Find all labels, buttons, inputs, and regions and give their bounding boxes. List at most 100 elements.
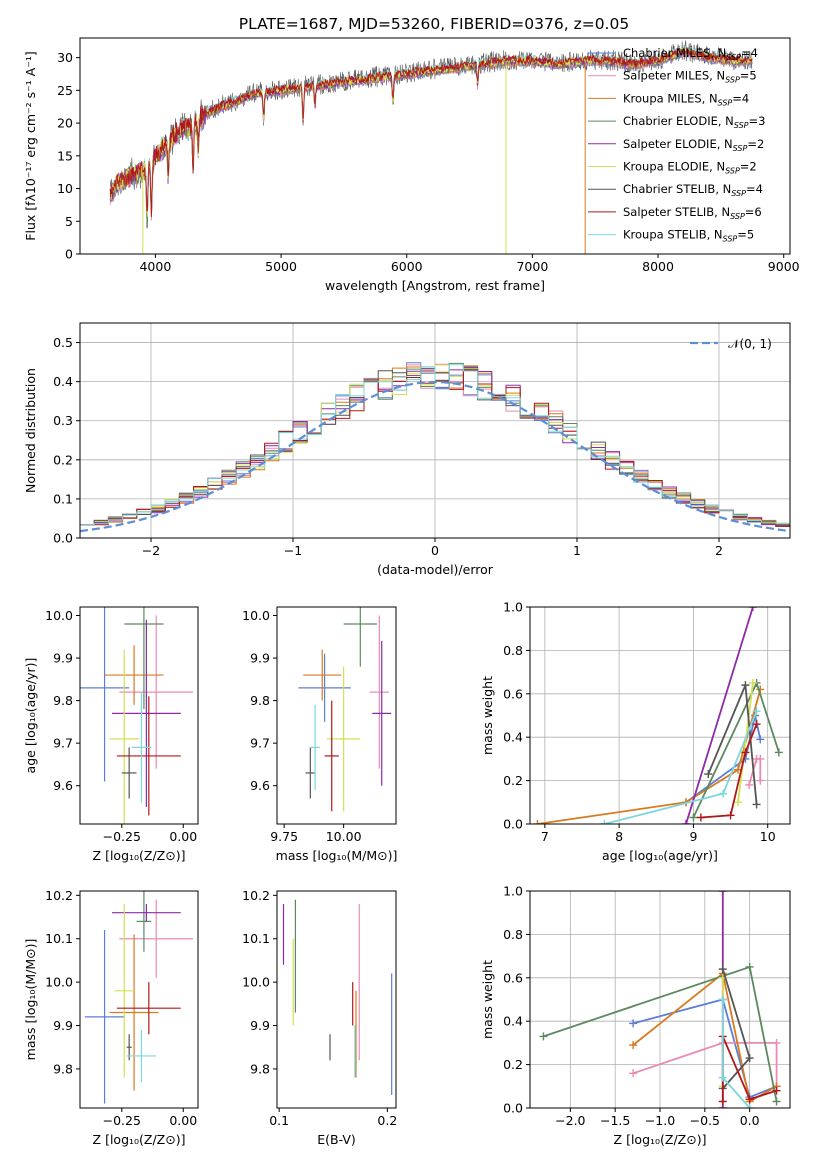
plot-area: [298, 607, 392, 812]
weight-marker: [629, 1041, 638, 1050]
weight-marker: [774, 748, 783, 757]
legend-count: =4: [741, 46, 758, 60]
ticks: 9.75 10.00 9.6 9.7 9.8 9.9 10.0: [242, 608, 361, 844]
legend-subscript: SSP: [731, 189, 746, 198]
weight-vs-metallicity-panel: Z [log₁₀(Z/Z⊙)] mass weight −2.0 −1.5 −1.0 −0…: [480, 884, 791, 1147]
x-tick-label: −1.0: [645, 1113, 675, 1128]
weight-marker: [745, 1095, 754, 1104]
weight-marker: [734, 798, 742, 807]
weight-marker: [696, 813, 705, 822]
error-bar-chabrier-elodie: [343, 607, 377, 667]
x-tick-label: 0.00: [169, 1113, 197, 1128]
legend-label: Chabrier STELIB, NSSP=4: [623, 182, 763, 198]
error-bar-chabrier-miles: [298, 653, 351, 722]
x-axis-label: E(B-V): [317, 1132, 356, 1147]
weight-line-chabrier-stelib: [704, 681, 761, 809]
x-tick-label: 7000: [516, 259, 548, 274]
legend-label: Salpeter ELODIE, NSSP=2: [623, 137, 764, 153]
legend: 𝒩(0, 1): [690, 337, 772, 351]
weight-marker: [752, 720, 761, 729]
error-bar-kroupa-stelib: [310, 704, 320, 790]
weight-line-kroupa-miles: [533, 685, 765, 824]
plot-area: [539, 891, 781, 1108]
weight-vs-age-panel: age [log₁₀(age/yr)] mass weight 7 8 9 10 0.0 0.…: [480, 600, 791, 863]
mass-vs-metallicity-panel: Z [log₁₀(Z/Z⊙)] mass [log₁₀(M/M⊙)] −0.25 0.…: [23, 888, 199, 1147]
error-bar-kroupa-elodie: [326, 666, 361, 812]
y-tick-label: 0: [65, 247, 73, 262]
weight-path: [737, 682, 754, 803]
weight-line-chabrier-stelib: [718, 965, 754, 1093]
weight-marker: [745, 1104, 754, 1108]
legend-subscript: SSP: [718, 98, 733, 107]
x-tick-label: 8: [615, 829, 623, 844]
error-bar-salpeter-elodie: [111, 619, 181, 807]
weight-marker: [600, 820, 609, 824]
error-bar-chabrier-stelib: [305, 747, 316, 799]
y-tick-label: 10.2: [45, 888, 73, 903]
weight-marker: [718, 1097, 727, 1106]
error-bar-kroupa-stelib: [126, 1029, 157, 1082]
y-tick-label: 9.7: [250, 736, 270, 751]
weight-line-salpeter-elodie: [682, 607, 757, 824]
legend-count: =2: [747, 137, 764, 151]
error-bar-kroupa-miles: [104, 645, 164, 705]
error-bar-chabrier-elodie: [124, 607, 164, 710]
y-tick-label: 0.4: [53, 374, 73, 389]
x-tick-label: 7: [541, 829, 549, 844]
x-tick-label: −2.0: [555, 1113, 585, 1128]
legend-subscript: SSP: [725, 167, 740, 176]
weight-path: [537, 689, 762, 824]
x-tick-label: 6000: [391, 259, 423, 274]
weight-marker: [741, 748, 750, 757]
plot-area: [80, 362, 790, 533]
weight-line-kroupa-stelib: [600, 707, 761, 824]
x-tick-label: 4000: [139, 259, 171, 274]
error-bar-salpeter-miles: [119, 615, 194, 769]
y-tick-label: 15: [57, 148, 73, 163]
y-tick-label: 0.4: [503, 1014, 523, 1029]
error-bar-salpeter-stelib: [116, 982, 181, 1035]
legend-count: =4: [732, 91, 749, 105]
y-tick-label: 9.9: [53, 651, 73, 666]
weight-path: [700, 723, 758, 819]
legend-count: =5: [740, 69, 757, 83]
y-tick-label: 30: [57, 50, 73, 65]
weight-marker: [719, 789, 728, 798]
y-tick-label: 0.6: [503, 686, 523, 701]
x-axis-label: age [log₁₀(age/yr)]: [602, 848, 718, 863]
x-tick-label: 0.00: [169, 829, 197, 844]
y-tick-label: 0.1: [53, 491, 73, 506]
weight-marker: [756, 735, 765, 744]
x-tick-label: −1: [284, 543, 302, 558]
y-tick-label: 0.3: [53, 413, 73, 428]
y-tick-label: 10.0: [45, 975, 73, 990]
x-tick-label: 5000: [265, 259, 297, 274]
axes-frame: [529, 606, 791, 825]
weight-marker: [772, 1038, 781, 1047]
y-tick-label: 9.9: [250, 1018, 270, 1033]
weight-marker: [756, 754, 765, 763]
y-tick-label: 0.8: [503, 927, 523, 942]
weight-marker: [772, 1086, 781, 1095]
y-axis-label: mass weight: [480, 960, 495, 1039]
y-tick-label: 0.0: [53, 531, 73, 546]
x-tick-label: −1.5: [600, 1113, 630, 1128]
weight-line-chabrier-elodie: [689, 678, 783, 822]
weight-path: [685, 607, 754, 824]
age-vs-metallicity-panel: Z [log₁₀(Z/Z⊙)] age [log₁₀(age/yr)] −0.25 0…: [23, 606, 199, 863]
y-tick-label: 0.6: [503, 970, 523, 985]
weight-marker: [756, 776, 765, 785]
error-bar-kroupa-miles: [109, 934, 159, 1091]
error-bar-salpeter-elodie: [111, 904, 181, 922]
plot-area: [109, 40, 753, 254]
grid-lines: [80, 323, 790, 539]
y-tick-label: 9.6: [53, 778, 73, 793]
y-tick-label: 9.8: [53, 693, 73, 708]
x-tick-label: 0.1: [269, 1113, 289, 1128]
y-tick-label: 0.5: [53, 335, 73, 350]
plot-area: [533, 607, 783, 824]
y-tick-label: 9.6: [250, 778, 270, 793]
x-tick-label: 2: [715, 543, 723, 558]
legend-label: Kroupa MILES, NSSP=4: [623, 91, 749, 107]
